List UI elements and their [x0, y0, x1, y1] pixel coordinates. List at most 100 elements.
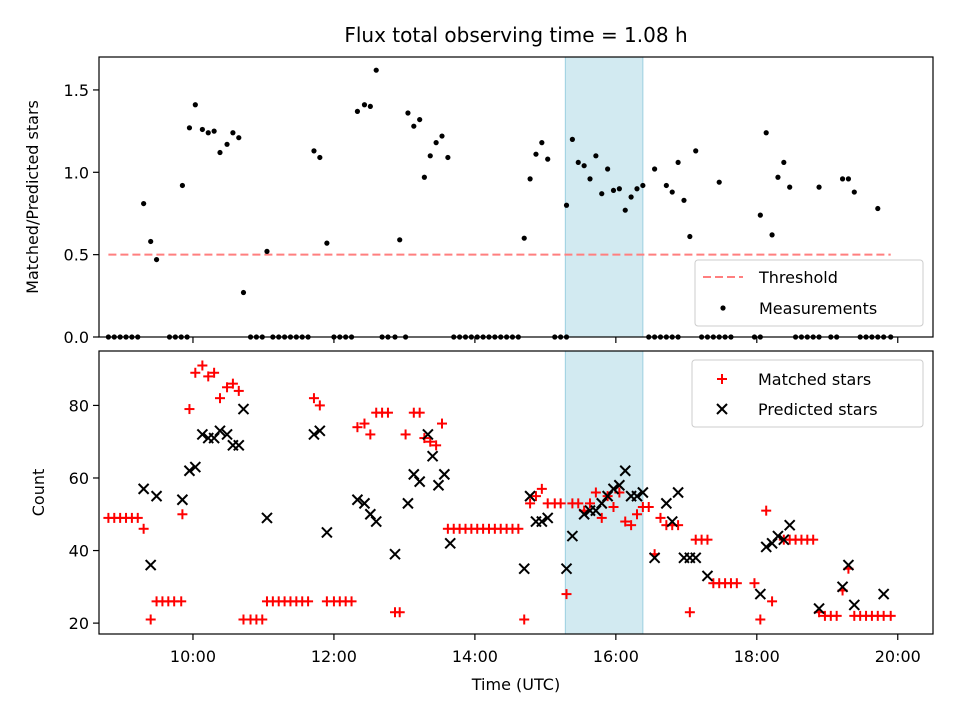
count-y-axis-label: Count — [29, 469, 48, 517]
predicted-star-point — [413, 475, 426, 488]
x-tick-label: 14:00 — [452, 647, 498, 666]
predicted-star-point — [760, 541, 772, 553]
legend-matched-label: Matched stars — [758, 370, 871, 389]
predicted-star-point — [261, 512, 273, 524]
ratio-panel: 0.0 0.5 1.0 1.5 Flux total observing time =… — [23, 23, 934, 347]
predicted-star-point — [542, 512, 554, 524]
matched-star-point — [425, 436, 436, 447]
matched-star-point — [233, 385, 244, 396]
measurement-point — [599, 191, 605, 197]
predicted-star-point — [631, 490, 643, 502]
matched-star-point — [303, 596, 314, 607]
count-legend: Matched stars Predicted stars — [691, 359, 924, 428]
measurement-point — [569, 136, 575, 142]
matched-star-point — [555, 498, 566, 509]
predicted-star-point — [144, 559, 157, 571]
measurement-point — [763, 130, 769, 136]
matched-star-point — [767, 596, 778, 607]
measurement-point — [675, 159, 681, 166]
legend-predicted-swatch — [716, 403, 728, 415]
predicted-star-point — [607, 483, 620, 495]
matched-star-point — [400, 429, 411, 440]
measurement-point — [153, 256, 160, 263]
matched-star-point — [702, 534, 713, 545]
measurement-point — [148, 238, 154, 245]
predicted-star-point — [389, 548, 401, 560]
matched-star-point — [831, 610, 842, 621]
matched-star-point — [257, 614, 268, 625]
matched-star-point — [132, 512, 143, 523]
matched-star-point — [314, 400, 325, 411]
x-tick-label: 10:00 — [170, 647, 216, 666]
predicted-star-point — [778, 533, 790, 546]
predicted-star-point — [637, 486, 649, 499]
predicted-star-point — [836, 581, 849, 593]
predicted-star-point — [754, 588, 767, 600]
predicted-star-point — [370, 515, 382, 528]
predicted-star-point — [566, 530, 579, 542]
measurement-point — [217, 149, 223, 156]
measurement-point — [236, 135, 242, 141]
measurement-point — [230, 130, 236, 136]
predicted-star-point — [701, 570, 714, 582]
measurement-point — [716, 179, 722, 185]
x-tick-label: 18:00 — [734, 647, 780, 666]
matched-star-point — [731, 578, 742, 589]
measurement-point — [417, 116, 423, 123]
predicted-star-point — [613, 479, 626, 491]
matched-star-point — [585, 498, 596, 509]
measurement-point — [397, 237, 403, 243]
predicted-star-point — [233, 439, 245, 452]
x-tick-label: 16:00 — [593, 647, 639, 666]
measurement-point — [616, 186, 622, 192]
measurement-point — [439, 133, 445, 139]
measurement-point — [141, 200, 147, 207]
matched-star-point — [536, 483, 547, 494]
matched-star-point — [626, 520, 637, 531]
measurement-point — [575, 159, 581, 166]
predicted-star-point — [351, 494, 364, 506]
measurement-point — [354, 108, 361, 114]
measurement-point — [628, 194, 634, 200]
legend-measurement-swatch — [720, 305, 726, 311]
measurement-point — [875, 205, 881, 212]
matched-star-point — [513, 523, 524, 534]
measurement-point — [634, 186, 640, 192]
predicted-star-point — [783, 519, 796, 531]
matched-star-point — [608, 502, 619, 513]
measurement-point — [775, 174, 781, 180]
matched-star-point — [620, 516, 631, 527]
y-tick-label: 20 — [69, 614, 89, 633]
y-tick-label: 0.0 — [64, 328, 89, 347]
count-y-ticks: 20 40 60 80 — [69, 396, 99, 633]
measurement-point — [199, 126, 205, 133]
predicted-star-point — [422, 428, 434, 441]
predicted-star-point — [221, 428, 233, 441]
measurement-point — [186, 125, 193, 131]
matched-star-point — [761, 505, 772, 516]
predicted-star-point — [189, 461, 202, 473]
measurement-point — [605, 166, 611, 172]
y-tick-label: 40 — [69, 542, 89, 561]
ratio-marks — [105, 67, 894, 340]
matched-star-point — [176, 596, 187, 607]
measurement-point — [224, 141, 230, 147]
predicted-star-point — [813, 602, 825, 615]
matched-star-point — [227, 378, 238, 389]
matched-star-point — [184, 404, 195, 415]
predicted-star-point — [560, 562, 573, 575]
measurement-point — [622, 207, 628, 213]
measurement-point — [324, 240, 330, 246]
matched-star-point — [590, 487, 601, 498]
matched-star-point — [145, 614, 156, 625]
x-tick-label: 20:00 — [875, 647, 921, 666]
measurement-point — [687, 233, 693, 240]
matched-star-point — [214, 393, 225, 404]
matched-star-point — [346, 596, 357, 607]
predicted-star-point — [432, 479, 445, 491]
predicted-star-point — [358, 497, 371, 510]
predicted-star-point — [150, 490, 163, 502]
measurement-point — [445, 154, 451, 161]
count-x-ticks: 10:00 12:00 14:00 16:00 18:00 20:00 — [170, 634, 921, 666]
predicted-star-point — [672, 486, 684, 499]
